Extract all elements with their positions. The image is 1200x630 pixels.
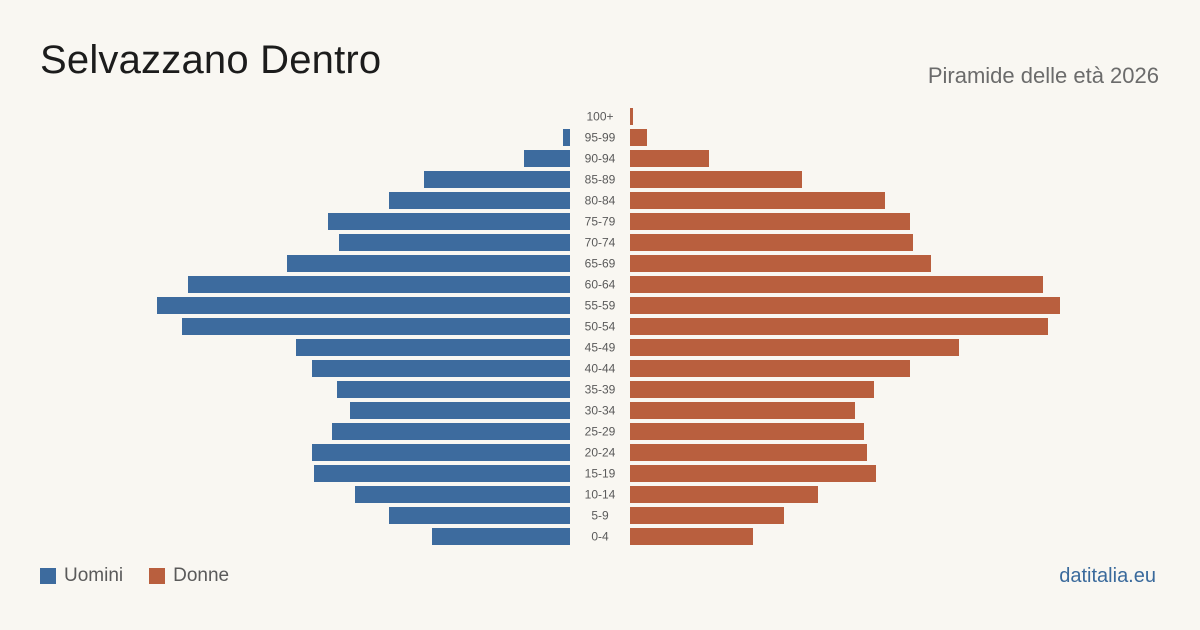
bar-women-60-64 xyxy=(630,276,1043,293)
bar-women-95-99 xyxy=(630,129,647,146)
bar-women-25-29 xyxy=(630,423,864,440)
chart-subtitle: Piramide delle età 2026 xyxy=(927,63,1159,88)
bar-women-75-79 xyxy=(630,213,910,230)
bar-women-50-54 xyxy=(630,318,1048,335)
bar-men-90-94 xyxy=(524,150,570,167)
bar-women-20-24 xyxy=(630,444,867,461)
bar-men-40-44 xyxy=(312,360,570,377)
population-pyramid: 100+ 95-99 90-94 85-89 80-84 75-79 70-74 65-69 6… xyxy=(157,108,1060,545)
bar-men-85-89 xyxy=(424,171,570,188)
legend-label-men: Uomini xyxy=(64,565,124,586)
legend-item-men: Uomini xyxy=(40,565,123,587)
bar-men-5-9 xyxy=(389,507,570,524)
age-label-25-29: 25-29 xyxy=(585,425,616,439)
bar-men-75-79 xyxy=(328,213,570,230)
bar-women-100+ xyxy=(630,108,633,125)
bar-women-85-89 xyxy=(630,171,802,188)
bar-women-65-69 xyxy=(630,255,931,272)
age-label-100+: 100+ xyxy=(586,110,613,124)
age-label-10-14: 10-14 xyxy=(585,488,616,502)
bar-men-45-49 xyxy=(296,339,570,356)
bar-men-80-84 xyxy=(389,192,570,209)
bar-women-30-34 xyxy=(630,402,855,419)
age-label-15-19: 15-19 xyxy=(585,467,616,481)
age-label-40-44: 40-44 xyxy=(585,362,616,376)
bar-men-55-59 xyxy=(157,297,570,314)
bar-women-80-84 xyxy=(630,192,885,209)
legend: Uomini Donne xyxy=(40,565,229,587)
bar-women-45-49 xyxy=(630,339,959,356)
age-label-45-49: 45-49 xyxy=(585,341,616,355)
bar-women-70-74 xyxy=(630,234,913,251)
age-label-35-39: 35-39 xyxy=(585,383,616,397)
chart-title: Selvazzano Dentro xyxy=(40,38,382,82)
age-label-0-4: 0-4 xyxy=(591,530,609,544)
bar-men-10-14 xyxy=(355,486,570,503)
bar-women-5-9 xyxy=(630,507,784,524)
bar-women-55-59 xyxy=(630,297,1060,314)
bar-men-25-29 xyxy=(332,423,570,440)
legend-item-women: Donne xyxy=(149,565,229,587)
bar-women-35-39 xyxy=(630,381,874,398)
age-label-20-24: 20-24 xyxy=(585,446,616,460)
bar-men-70-74 xyxy=(339,234,570,251)
bar-men-30-34 xyxy=(350,402,570,419)
bar-men-50-54 xyxy=(182,318,570,335)
bar-women-0-4 xyxy=(630,528,753,545)
legend-swatch-women xyxy=(149,568,166,584)
bar-men-20-24 xyxy=(312,444,570,461)
bar-men-60-64 xyxy=(188,276,570,293)
age-label-90-94: 90-94 xyxy=(585,152,616,166)
age-label-5-9: 5-9 xyxy=(591,509,609,523)
bar-women-15-19 xyxy=(630,465,876,482)
legend-label-women: Donne xyxy=(173,565,230,586)
bar-women-10-14 xyxy=(630,486,818,503)
age-label-30-34: 30-34 xyxy=(585,404,616,418)
legend-swatch-men xyxy=(40,568,56,584)
age-label-65-69: 65-69 xyxy=(585,257,616,271)
age-label-50-54: 50-54 xyxy=(585,320,616,334)
bar-men-35-39 xyxy=(337,381,570,398)
bar-men-95-99 xyxy=(563,129,570,146)
age-label-80-84: 80-84 xyxy=(585,194,616,208)
bar-men-0-4 xyxy=(432,528,570,545)
bar-women-40-44 xyxy=(630,360,910,377)
age-label-85-89: 85-89 xyxy=(585,173,616,187)
bar-men-65-69 xyxy=(287,255,570,272)
age-label-55-59: 55-59 xyxy=(585,299,616,313)
age-label-75-79: 75-79 xyxy=(585,215,616,229)
age-label-95-99: 95-99 xyxy=(585,131,616,145)
bar-men-15-19 xyxy=(314,465,570,482)
age-label-60-64: 60-64 xyxy=(585,278,616,292)
source-link[interactable]: datitalia.eu xyxy=(1059,565,1156,587)
age-label-70-74: 70-74 xyxy=(585,236,616,250)
bar-women-90-94 xyxy=(630,150,709,167)
